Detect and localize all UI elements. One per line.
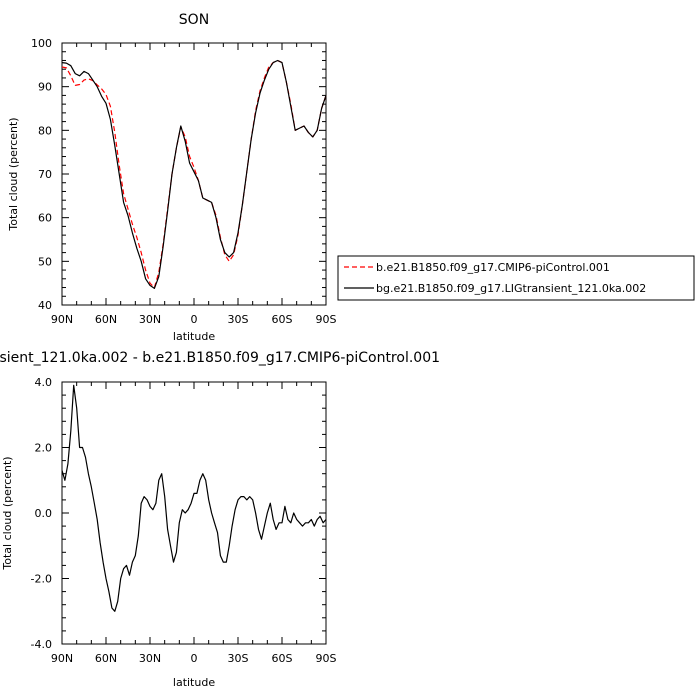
bottom-y-tick-label: 2.0 bbox=[35, 442, 53, 455]
bottom-y-tick-label: -4.0 bbox=[31, 638, 52, 651]
top-ticks: 90N 60N 30N 0 30S 60S 90S 40 50 60 70 80 90 100 bbox=[31, 37, 337, 326]
bottom-x-tick-label: 90N bbox=[51, 652, 73, 665]
top-y-tick-label: 80 bbox=[38, 124, 52, 137]
bottom-x-tick-label: 30S bbox=[228, 652, 249, 665]
top-y-tick-label: 90 bbox=[38, 81, 52, 94]
bottom-y-tick-label: 0.0 bbox=[35, 507, 53, 520]
top-series bbox=[61, 59, 327, 289]
top-x-tick-label: 90N bbox=[51, 313, 73, 326]
top-chart-title: SON bbox=[179, 12, 209, 28]
bottom-x-tick-label: 30N bbox=[139, 652, 161, 665]
legend-label-picontrol: b.e21.B1850.f09_g17.CMIP6-piControl.001 bbox=[376, 261, 610, 274]
top-x-tick-label: 30N bbox=[139, 313, 161, 326]
bottom-chart-title: LIGtransient_121.0ka.002 - b.e21.B1850.f… bbox=[0, 350, 440, 366]
top-x-tick-label: 90S bbox=[316, 313, 337, 326]
top-y-axis-label: Total cloud (percent) bbox=[7, 117, 20, 231]
bottom-series bbox=[61, 384, 327, 612]
bottom-series-line-0 bbox=[61, 384, 327, 612]
bottom-panel: LIGtransient_121.0ka.002 - b.e21.B1850.f… bbox=[0, 350, 440, 689]
top-x-axis-label: latitude bbox=[173, 330, 215, 343]
top-x-tick-label: 0 bbox=[191, 313, 198, 326]
bottom-y-tick-label: 4.0 bbox=[35, 376, 53, 389]
bottom-y-tick-label: -2.0 bbox=[31, 573, 52, 586]
top-series-line-0 bbox=[61, 59, 327, 289]
bottom-x-tick-label: 90S bbox=[316, 652, 337, 665]
bottom-x-axis-label: latitude bbox=[173, 676, 215, 689]
top-y-tick-label: 40 bbox=[38, 299, 52, 312]
top-series-line-1 bbox=[61, 59, 327, 289]
bottom-x-tick-label: 0 bbox=[191, 652, 198, 665]
top-x-tick-label: 60S bbox=[272, 313, 293, 326]
bottom-ticks: 90N 60N 30N 0 30S 60S 90S -4.0 -2.0 0.0 2.0 4.0 bbox=[31, 376, 337, 665]
legend-box bbox=[337, 255, 695, 301]
top-y-tick-label: 70 bbox=[38, 168, 52, 181]
top-y-tick-label: 60 bbox=[38, 212, 52, 225]
legend: b.e21.B1850.f09_g17.CMIP6-piControl.001 … bbox=[337, 255, 695, 301]
top-y-tick-label: 50 bbox=[38, 255, 52, 268]
bottom-y-axis-label: Total cloud (percent) bbox=[1, 456, 14, 570]
top-x-tick-label: 30S bbox=[228, 313, 249, 326]
top-panel: SON 90N 60N 30N 0 30S 60S 90S 40 50 60 70 80 90 100 l… bbox=[7, 12, 337, 343]
top-x-tick-label: 60N bbox=[95, 313, 117, 326]
bottom-x-tick-label: 60S bbox=[272, 652, 293, 665]
legend-label-ligtransient: bg.e21.B1850.f09_g17.LIGtransient_121.0k… bbox=[376, 282, 646, 295]
bottom-x-tick-label: 60N bbox=[95, 652, 117, 665]
top-y-tick-label: 100 bbox=[31, 37, 52, 50]
